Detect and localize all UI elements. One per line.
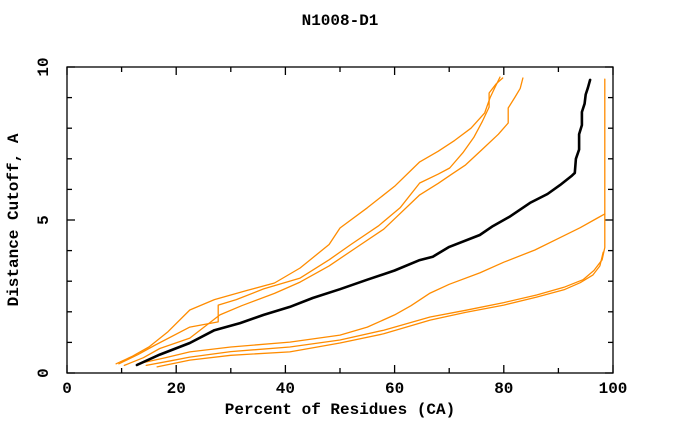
x-tick-label: 80 bbox=[494, 380, 513, 398]
series-orange-upper-2 bbox=[118, 77, 504, 365]
y-tick-label: 0 bbox=[35, 368, 53, 378]
x-tick-label: 0 bbox=[62, 380, 72, 398]
series-orange-upper-1 bbox=[115, 76, 501, 365]
series-orange-lower-1 bbox=[137, 78, 606, 365]
y-tick-label: 5 bbox=[35, 215, 53, 225]
series-orange-lower-2 bbox=[145, 213, 606, 367]
y-tick-label: 10 bbox=[35, 57, 53, 76]
series-black-model bbox=[135, 78, 592, 367]
y-axis-label: Distance Cutoff, A bbox=[5, 133, 23, 306]
x-tick-label: 40 bbox=[276, 380, 295, 398]
x-tick-label: 100 bbox=[599, 380, 628, 398]
x-tick-label: 60 bbox=[385, 380, 404, 398]
plot-frame bbox=[66, 66, 614, 374]
series-orange-upper-3 bbox=[123, 77, 524, 367]
x-axis-label: Percent of Residues (CA) bbox=[225, 401, 455, 419]
plot-area: 0 20 40 60 80 100 0 5 10 bbox=[35, 57, 627, 398]
x-tick-label: 20 bbox=[167, 380, 186, 398]
chart-title: N1008-D1 bbox=[302, 12, 379, 30]
series-orange-lower-3 bbox=[156, 251, 604, 368]
